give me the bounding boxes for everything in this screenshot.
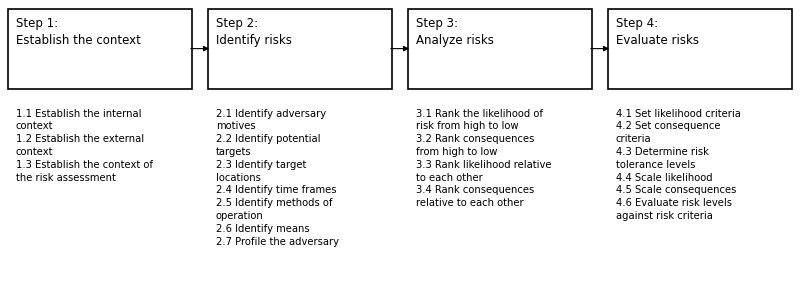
Text: 4.1 Set likelihood criteria
4.2 Set consequence
criteria
4.3 Determine risk
tole: 4.1 Set likelihood criteria 4.2 Set cons… bbox=[616, 109, 741, 221]
Bar bbox=[608, 9, 792, 89]
Text: 1.1 Establish the internal
context
1.2 Establish the external
context
1.3 Establ: 1.1 Establish the internal context 1.2 E… bbox=[16, 109, 153, 183]
Text: 3.1 Rank the likelihood of
risk from high to low
3.2 Rank consequences
from high: 3.1 Rank the likelihood of risk from hig… bbox=[416, 109, 551, 208]
Text: Step 3:
Analyze risks: Step 3: Analyze risks bbox=[416, 17, 494, 47]
Bar bbox=[408, 9, 592, 89]
Bar bbox=[208, 9, 392, 89]
Text: Step 2:
Identify risks: Step 2: Identify risks bbox=[216, 17, 292, 47]
Text: Step 4:
Evaluate risks: Step 4: Evaluate risks bbox=[616, 17, 699, 47]
Bar bbox=[8, 9, 192, 89]
Text: 2.1 Identify adversary
motives
2.2 Identify potential
targets
2.3 Identify targe: 2.1 Identify adversary motives 2.2 Ident… bbox=[216, 109, 339, 247]
Text: Step 1:
Establish the context: Step 1: Establish the context bbox=[16, 17, 141, 47]
